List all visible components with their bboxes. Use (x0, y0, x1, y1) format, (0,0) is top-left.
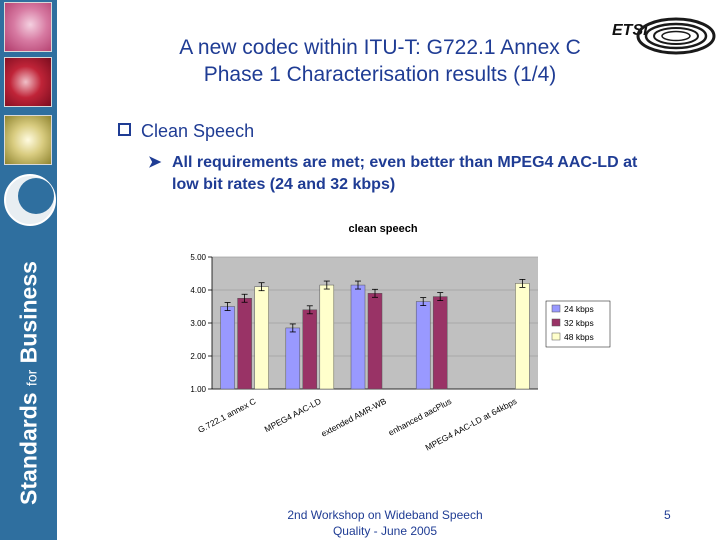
page-number: 5 (664, 508, 671, 522)
bar (432, 296, 448, 390)
x-tick-label: extended AMR-WB (319, 396, 388, 439)
y-tick-label: 3.00 (190, 319, 206, 328)
photo-thumbnail-1 (4, 2, 52, 52)
bar-chart: clean speech 1.00 2.00 3.00 4.00 5.00 G.722.1 … (190, 223, 611, 453)
photo-thumbnail-2 (4, 57, 52, 107)
bar (319, 284, 335, 390)
bar (350, 284, 366, 390)
sidebar-brand-text: Standards for Business (15, 261, 41, 505)
legend-swatch (551, 318, 561, 327)
title-line-2: Phase 1 Characterisation results (1/4) (203, 63, 557, 86)
footer-line-1: 2nd Workshop on Wideband Speech (287, 508, 483, 522)
bar (285, 327, 301, 390)
footer-line-2: Quality - June 2005 (332, 524, 438, 538)
footer: 2nd Workshop on Wideband Speech Quality … (265, 507, 505, 539)
legend-label: 32 kbps (564, 318, 594, 328)
legend-swatch (551, 332, 561, 341)
bar (515, 283, 530, 390)
title-line-1: A new codec within ITU-T: G722.1 Annex C (179, 36, 581, 59)
chart-title: clean speech (348, 223, 417, 235)
legend-swatch (551, 304, 561, 313)
sidebar: Standards for Business (0, 0, 57, 540)
legend-label: 48 kbps (564, 332, 594, 342)
bar (220, 306, 235, 390)
y-tick-label: 2.00 (190, 352, 206, 361)
bar (302, 309, 318, 390)
x-tick-label: MPEG4 AAC-LD (263, 396, 323, 434)
etsi-logo: ETSI (612, 17, 716, 55)
arrow-bullet-icon: ➤ (148, 154, 162, 171)
legend-label: 24 kbps (564, 304, 594, 314)
globe-icon (4, 174, 56, 226)
bar (367, 293, 383, 390)
bar (415, 301, 431, 390)
x-tick-label: G.722.1 annex C (196, 396, 257, 435)
sub-bullet-requirements: ➤ All requirements are met; even better t… (148, 154, 638, 193)
bullet-clean-speech: Clean Speech (118, 121, 254, 142)
bar (254, 286, 269, 390)
x-tick-label: enhanced aacPlus (387, 396, 453, 438)
slide-title: A new codec within ITU-T: G722.1 Annex C… (110, 34, 650, 88)
y-tick-label: 1.00 (190, 385, 206, 394)
bar (237, 298, 252, 390)
checkbox-bullet-icon (118, 123, 131, 136)
y-tick-label: 5.00 (190, 253, 206, 262)
y-tick-label: 4.00 (190, 286, 206, 295)
svg-text:ETSI: ETSI (612, 22, 648, 39)
photo-thumbnail-3 (4, 115, 52, 165)
